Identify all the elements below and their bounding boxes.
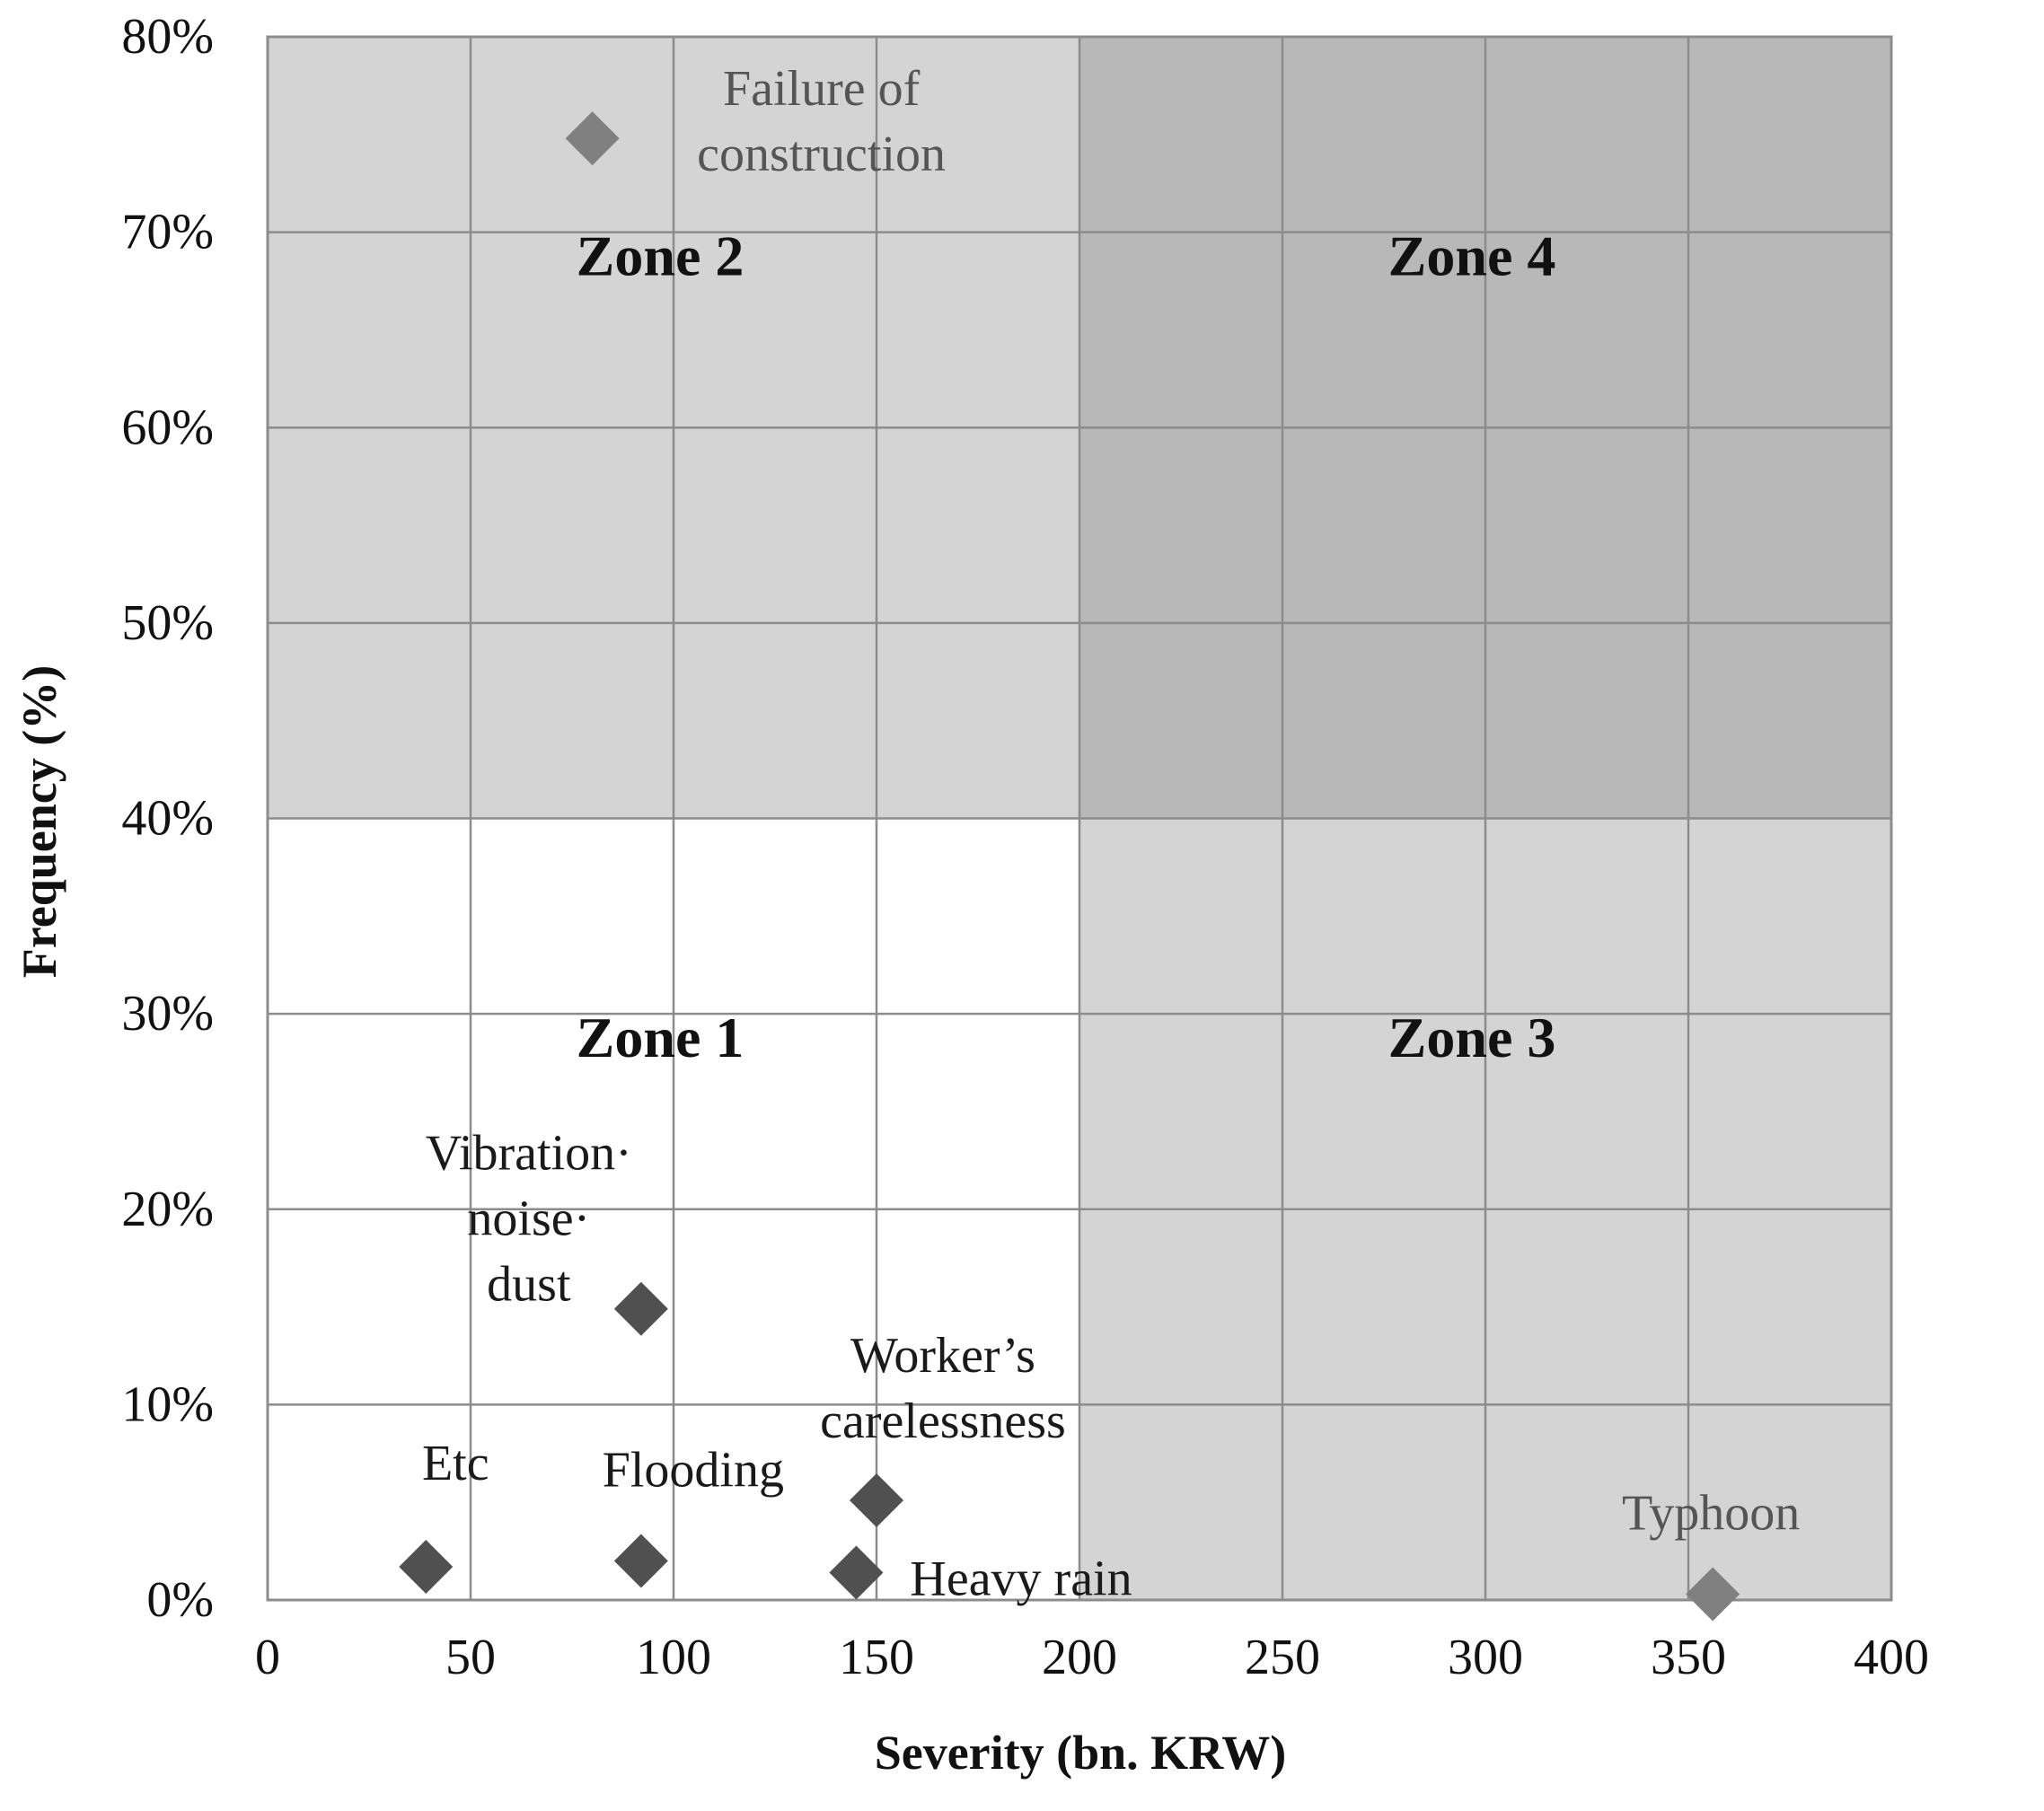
y-tick-label: 40% bbox=[121, 791, 214, 847]
data-point-label: Flooding bbox=[603, 1442, 784, 1498]
ticks-layer: 0 50 100 150 200 250 300 350 400 0% 10% 20% 30% 40% 50… bbox=[121, 9, 1929, 1685]
point-labels-layer: Failure of construction Vibration· noise· du… bbox=[422, 61, 1800, 1606]
grid-layer bbox=[266, 35, 1893, 1602]
data-point-label-line: carelessness bbox=[820, 1393, 1066, 1449]
x-tick-label: 200 bbox=[1042, 1630, 1117, 1685]
zone-4-label: Zone 4 bbox=[1388, 224, 1556, 288]
data-point-label-line: noise· bbox=[467, 1191, 590, 1247]
zone-3-label: Zone 3 bbox=[1388, 1006, 1556, 1069]
y-tick-label: 70% bbox=[121, 205, 214, 260]
x-axis-title: Severity (bn. KRW) bbox=[875, 1726, 1287, 1780]
data-point-label-line: dust bbox=[487, 1257, 571, 1313]
zone-labels-layer: Zone 1 Zone 2 Zone 3 Zone 4 bbox=[577, 224, 1556, 1070]
data-point-label: Worker’s carelessness bbox=[820, 1328, 1066, 1449]
data-point-label: Etc bbox=[422, 1436, 489, 1491]
data-point-label: Heavy rain bbox=[910, 1552, 1132, 1607]
x-tick-label: 350 bbox=[1651, 1630, 1726, 1685]
plot-border bbox=[266, 35, 1893, 1602]
data-point-label-line: construction bbox=[697, 127, 946, 182]
points-layer bbox=[399, 111, 1740, 1622]
x-tick-label: 400 bbox=[1854, 1630, 1929, 1685]
y-tick-label: 30% bbox=[121, 986, 214, 1042]
y-tick-label: 20% bbox=[121, 1182, 214, 1237]
data-point-label: Failure of construction bbox=[697, 61, 946, 182]
data-point-label-line: Worker’s bbox=[850, 1328, 1035, 1384]
x-tick-label: 50 bbox=[445, 1630, 496, 1685]
data-point-marker bbox=[1686, 1567, 1740, 1622]
data-point-marker bbox=[399, 1540, 454, 1595]
data-point-marker bbox=[829, 1545, 884, 1600]
data-point-marker bbox=[565, 111, 620, 166]
x-tick-label: 0 bbox=[255, 1630, 280, 1685]
data-point-marker bbox=[613, 1534, 668, 1588]
data-point-label: Vibration· noise· dust bbox=[426, 1126, 632, 1313]
data-point-marker bbox=[850, 1473, 903, 1528]
data-point-label-line: Vibration· bbox=[426, 1126, 632, 1182]
data-point-label: Typhoon bbox=[1622, 1485, 1800, 1541]
x-tick-label: 100 bbox=[636, 1630, 711, 1685]
data-point-label-line: Failure of bbox=[723, 61, 921, 117]
y-tick-label: 50% bbox=[121, 595, 214, 651]
zone-1-label: Zone 1 bbox=[577, 1006, 744, 1069]
y-axis-title: Frequency (%) bbox=[13, 665, 66, 978]
x-tick-label: 250 bbox=[1245, 1630, 1320, 1685]
y-tick-label: 80% bbox=[121, 9, 214, 65]
zone-2-label: Zone 2 bbox=[577, 224, 744, 288]
data-point-marker bbox=[613, 1281, 668, 1336]
x-tick-label: 300 bbox=[1448, 1630, 1523, 1685]
y-tick-label: 60% bbox=[121, 400, 214, 455]
data-point-label-line: Etc bbox=[422, 1436, 489, 1491]
data-point-label-line: Typhoon bbox=[1622, 1485, 1800, 1541]
data-point-label-line: Flooding bbox=[603, 1442, 784, 1498]
y-tick-label: 10% bbox=[121, 1376, 214, 1432]
y-tick-label: 0% bbox=[146, 1572, 214, 1628]
x-tick-label: 150 bbox=[839, 1630, 914, 1685]
data-point-label-line: Heavy rain bbox=[910, 1552, 1132, 1607]
